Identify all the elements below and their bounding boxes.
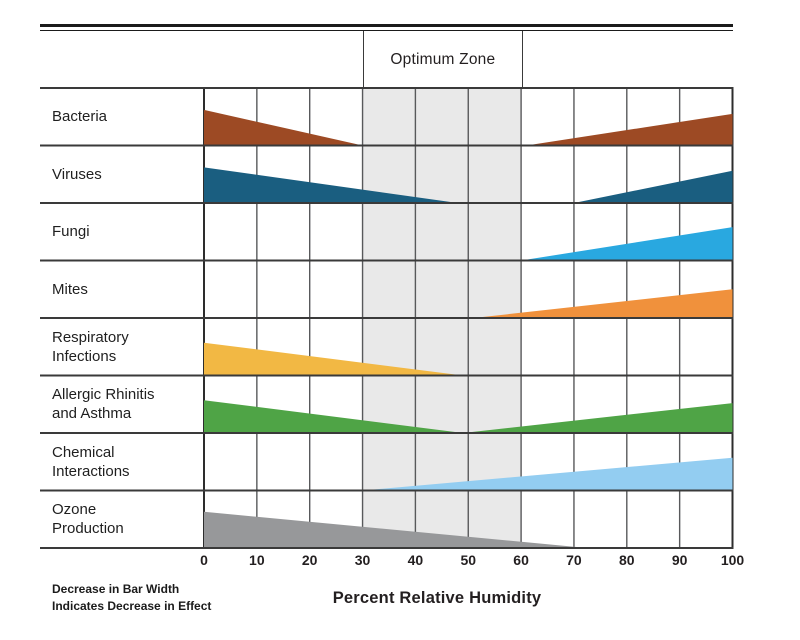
wedge-fungi — [521, 227, 733, 261]
footnote-line-1: Decrease in Bar Width — [52, 582, 180, 596]
wedge-allergic-rhinitis-and-asthma-1 — [204, 400, 463, 433]
row-label-fungi: Fungi — [52, 223, 90, 241]
wedge-chemical-interactions — [362, 457, 733, 491]
wedge-viruses-2 — [573, 170, 733, 203]
row-label-mites: Mites — [52, 280, 88, 298]
x-tick-label-20: 20 — [301, 552, 318, 568]
x-tick-label-40: 40 — [407, 552, 424, 568]
wedge-mites — [473, 289, 733, 318]
footnote-line-2: Indicates Decrease in Effect — [52, 598, 212, 613]
x-tick-label-100: 100 — [720, 552, 745, 568]
x-tick-label-70: 70 — [566, 552, 582, 568]
wedge-viruses-1 — [204, 167, 458, 203]
row-label-bacteria: Bacteria — [52, 108, 108, 126]
row-label-ozone-production: Ozone Production — [52, 501, 124, 538]
x-tick-label-30: 30 — [354, 552, 371, 568]
wedge-bacteria-2 — [526, 113, 733, 146]
x-tick-label-10: 10 — [249, 552, 265, 568]
wedge-ozone-production — [204, 511, 588, 548]
row-label-respiratory-infections: Respiratory Infections — [52, 328, 129, 365]
x-tick-label-90: 90 — [671, 552, 688, 568]
row-label-allergic-rhinitis-and-asthma: Allergic Rhinitis and Asthma — [52, 386, 155, 423]
top-rule-thick — [40, 24, 733, 27]
row-label-viruses: Viruses — [52, 165, 102, 183]
x-tick-label-60: 60 — [513, 552, 529, 568]
wedge-bacteria-1 — [204, 109, 363, 146]
top-rule-thin — [40, 30, 733, 32]
optimum-zone-box: Optimum Zone — [362, 31, 524, 88]
wedge-respiratory-infections — [204, 342, 463, 376]
x-axis-title: Percent Relative Humidity — [332, 589, 542, 607]
wedge-allergic-rhinitis-and-asthma-2 — [462, 403, 733, 433]
x-tick-label-80: 80 — [619, 552, 635, 568]
x-tick-label-50: 50 — [460, 552, 477, 568]
optimum-zone-label: Optimum Zone — [390, 50, 496, 68]
row-label-chemical-interactions: Chemical Interactions — [52, 443, 130, 480]
footnote: Decrease in Bar Width Indicates Decrease… — [52, 581, 211, 614]
x-tick-label-0: 0 — [200, 552, 208, 568]
